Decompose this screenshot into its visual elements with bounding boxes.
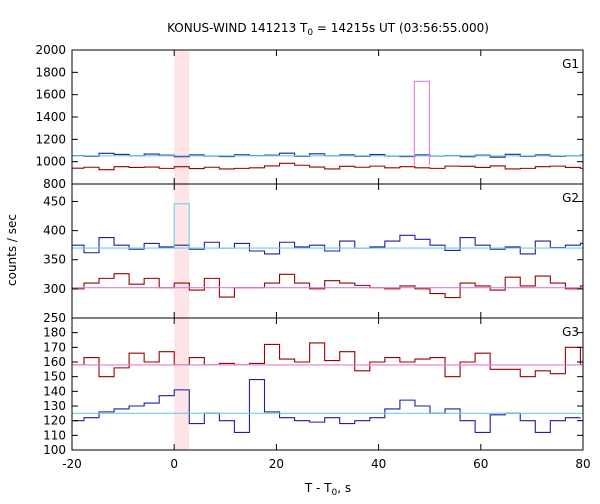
highlight-layer [174,50,190,450]
panel-g1-y-tick-label: 800 [43,177,66,191]
panel-g1-frame [71,49,584,185]
x-axis-title: T - T0, s [304,481,351,498]
x-tick-label: -20 [62,457,82,471]
panel-g2-y-tick-label: 350 [43,253,66,267]
y-axis-title: counts / sec [5,214,19,286]
frame-layer [71,49,584,451]
panel-g3-series-0-dark_red [72,342,583,378]
panel-g3-y-tick-label: 130 [43,399,66,413]
chart-title: KONUS-WIND 141213 T0 = 14215s UT (03:56:… [167,21,489,38]
x-tick-label: 60 [473,457,488,471]
chart-title-subscript: 0 [307,28,313,38]
panel-g3-y-tick-label: 100 [43,443,66,457]
panel-g1-y-tick-label: 1400 [35,110,66,124]
panel-g1-y-tick-label: 1200 [35,132,66,146]
panel-g3-y-tick-label: 140 [43,384,66,398]
panel-g2-y-tick-label: 450 [43,194,66,208]
panel-g2-y-tick-label: 300 [43,282,66,296]
panel-g3-y-tick-label: 110 [43,428,66,442]
panel-g2-series-4-light_blue [173,203,190,249]
panel-g2-label: G2 [562,191,579,205]
panel-g3-y-tick-label: 180 [43,326,66,340]
panel-g1-series-0-blue [72,152,583,158]
panel-g3-frame [71,317,584,451]
panel-g3-series-1-blue [72,379,581,433]
panel-g3-y-tick-label: 120 [43,414,66,428]
x-tick-label: 40 [371,457,386,471]
series-layer [72,80,583,433]
panel-g2-y-tick-label: 400 [43,224,66,238]
panel-g1-label: G1 [562,57,579,71]
x-tick-label: 20 [269,457,284,471]
panel-g1-y-tick-label: 2000 [35,43,66,57]
panel-g1-y-tick-label: 1000 [35,155,66,169]
panel-g3-y-tick-label: 170 [43,340,66,354]
label-layer: 800100012001400160018002000G125030035040… [35,43,590,471]
panel-g1-series-3-pink [413,80,430,166]
x-tick-label: 0 [170,457,178,471]
panel-g1-y-tick-label: 1800 [35,65,66,79]
panel-g1-y-tick-label: 1600 [35,88,66,102]
x-tick-label: 80 [575,457,590,471]
trigger-highlight-band [174,50,190,450]
panel-g2-y-tick-label: 250 [43,311,66,325]
panel-g2-series-0-blue [72,234,583,255]
panel-g2-series-1-dark_red [72,273,583,299]
x-axis-title-subscript: 0 [332,488,338,498]
panel-g1-series-1-dark_red [72,162,583,171]
panel-g3-y-tick-label: 160 [43,355,66,369]
panel-g3-y-tick-label: 150 [43,370,66,384]
panel-g3-label: G3 [562,325,579,339]
